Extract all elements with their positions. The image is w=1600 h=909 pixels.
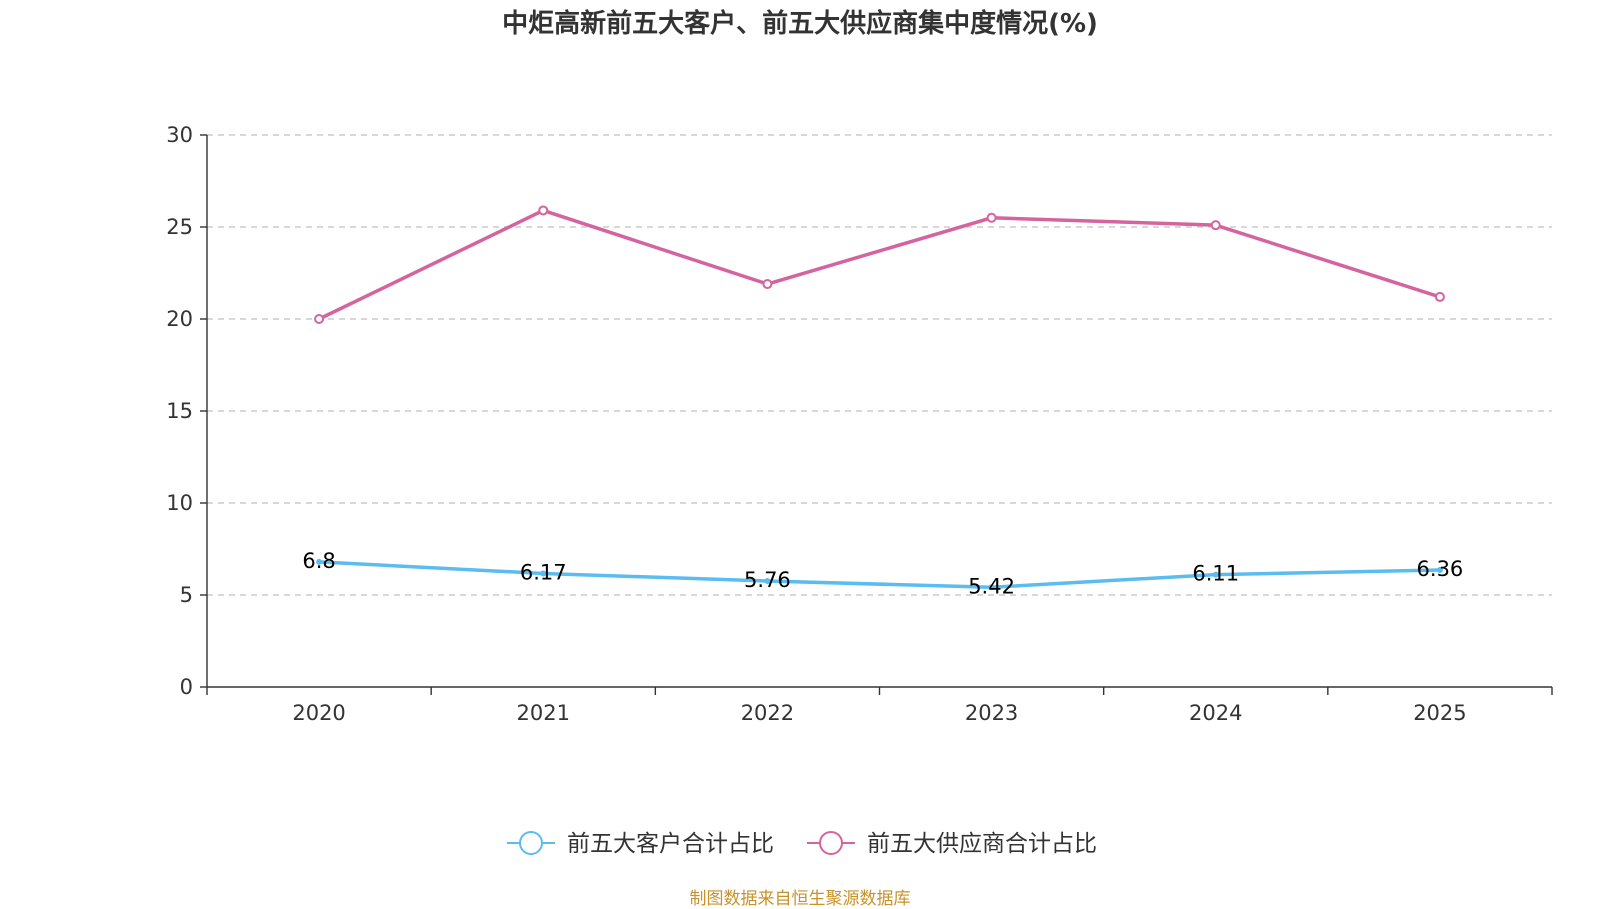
x-tick-label: 2024 [1189,701,1242,725]
data-point [986,212,997,223]
y-tick-label: 30 [166,123,193,147]
y-tick-label: 10 [166,491,193,515]
legend-marker-icon [519,831,543,855]
y-tick-label: 5 [180,583,193,607]
y-tick-label: 20 [166,307,193,331]
series-line-2 [318,208,1441,321]
x-tick-label: 2023 [965,701,1018,725]
series-lines [314,205,1445,591]
legend-label: 前五大供应商合计占比 [867,831,1097,857]
data-label: 6.11 [1192,562,1239,586]
x-tick-label: 2025 [1413,701,1466,725]
data-label: 6.36 [1417,557,1464,581]
data-point [314,314,325,324]
legend: 前五大客户合计占比 前五大供应商合计占比 [507,831,1097,857]
data-labels: 6.8 6.17 5.76 5.42 6.11 6.36 [302,549,1463,598]
chart-title: 中炬高新前五大客户、前五大供应商集中度情况(%) [502,9,1098,39]
x-tick-label: 2021 [517,701,570,725]
legend-label: 前五大客户合计占比 [567,831,774,857]
data-label: 6.8 [302,549,335,573]
data-point [762,279,773,290]
legend-marker-icon [819,831,843,855]
legend-item-1: 前五大客户合计占比 [507,831,774,857]
y-tick-label: 25 [166,215,193,239]
data-label: 6.17 [520,560,567,584]
data-point [316,558,323,565]
source-note: 制图数据来自恒生聚源数据库 [689,889,911,909]
data-point [764,578,771,585]
data-point [1434,291,1445,302]
x-tick-label: 2020 [292,701,345,725]
data-point [988,584,995,591]
data-label: 5.76 [744,568,791,592]
data-point [1212,571,1219,578]
y-tick-label: 15 [166,399,193,423]
grid-lines [207,134,1552,596]
y-tick-label: 0 [180,675,193,699]
series-line-1 [318,560,1440,590]
x-tick-label: 2022 [741,701,794,725]
data-point [1436,566,1443,573]
data-point [1210,220,1221,231]
data-label: 5.42 [968,574,1015,598]
data-point [540,570,547,577]
legend-item-2: 前五大供应商合计占比 [807,831,1097,857]
data-point [538,205,549,216]
